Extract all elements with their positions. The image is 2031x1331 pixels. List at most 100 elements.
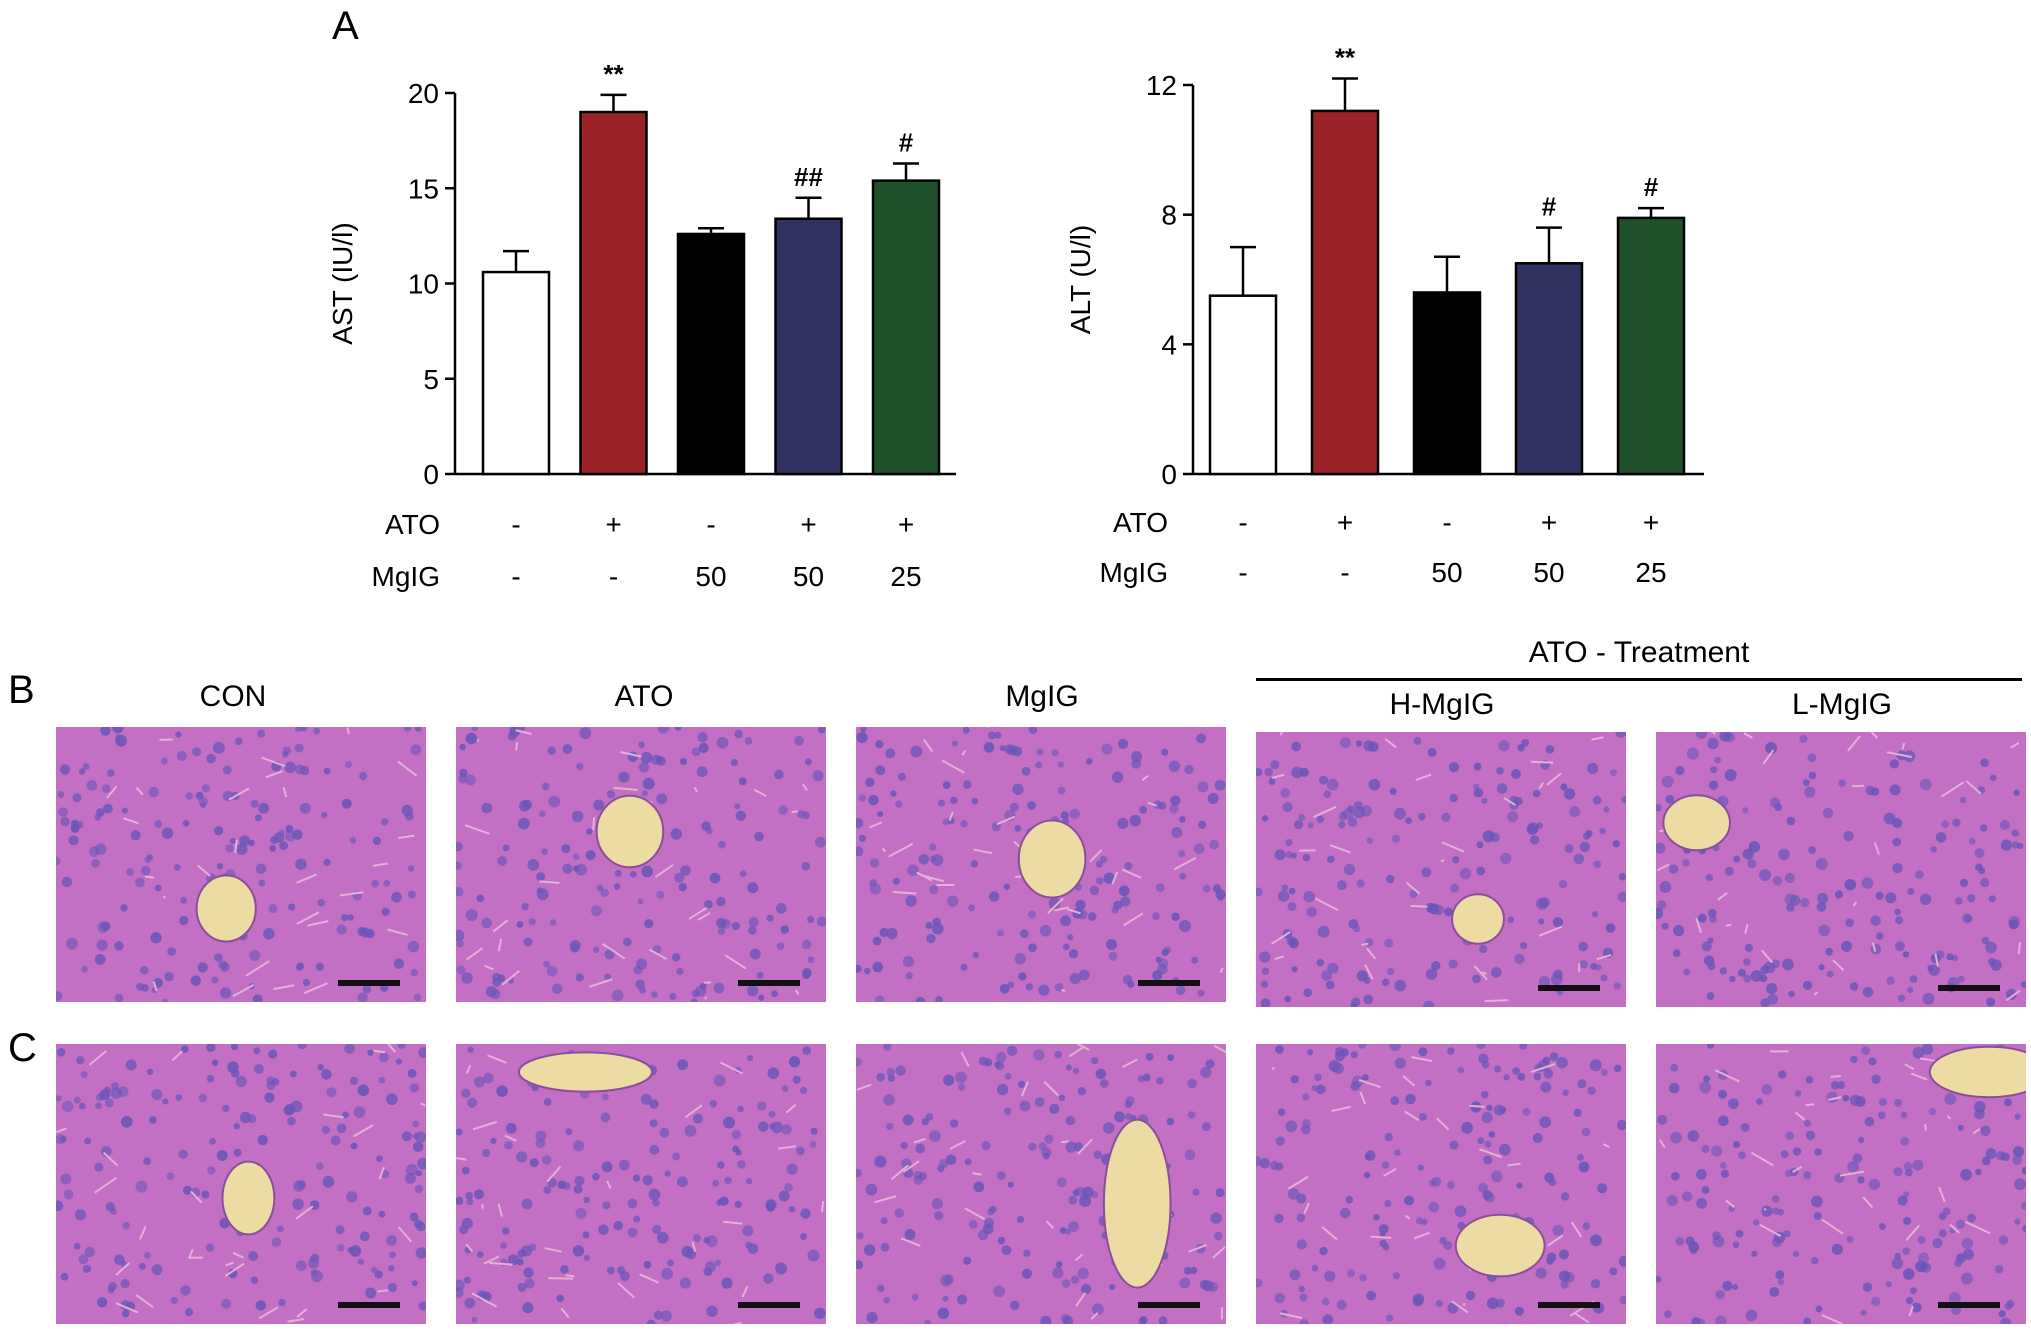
- sinusoid: [1839, 1170, 1865, 1177]
- nucleus: [887, 1074, 896, 1082]
- sinusoid: [1792, 1165, 1803, 1173]
- nucleus: [1657, 1114, 1668, 1125]
- nucleus: [95, 1102, 102, 1110]
- nucleus: [1003, 883, 1010, 890]
- nucleus: [1592, 795, 1602, 805]
- nucleus: [734, 1200, 742, 1208]
- nucleus: [182, 1185, 193, 1195]
- nucleus: [747, 1243, 759, 1255]
- sinusoid: [1271, 931, 1291, 945]
- nucleus: [294, 764, 305, 775]
- nucleus: [295, 858, 307, 870]
- nucleus: [1179, 816, 1186, 823]
- nucleus: [206, 1044, 216, 1052]
- nucleus: [207, 1166, 216, 1175]
- bar: [481, 270, 551, 476]
- sinusoid: [1075, 1044, 1090, 1051]
- nucleus: [271, 1237, 282, 1248]
- nucleus: [57, 791, 65, 798]
- nucleus: [456, 886, 464, 897]
- nucleus: [1843, 830, 1854, 842]
- sinusoid: [777, 1145, 796, 1150]
- sinusoid: [378, 1166, 385, 1180]
- nucleus: [1450, 883, 1460, 893]
- nucleus: [1347, 805, 1355, 813]
- nucleus: [1187, 1078, 1197, 1089]
- nucleus: [557, 1180, 566, 1190]
- nucleus: [268, 1049, 278, 1059]
- nucleus: [258, 879, 266, 887]
- nucleus: [162, 1098, 169, 1105]
- nucleus: [1714, 756, 1721, 764]
- nucleus: [345, 761, 352, 769]
- nucleus: [1857, 1176, 1865, 1184]
- nucleus: [732, 1145, 740, 1153]
- nucleus: [1075, 1186, 1085, 1197]
- y-tick-label: 10: [408, 269, 439, 300]
- nucleus: [929, 855, 936, 863]
- nucleus: [1539, 897, 1550, 908]
- nucleus: [1507, 811, 1519, 823]
- nucleus: [1719, 967, 1728, 975]
- nucleus: [601, 1093, 609, 1101]
- nucleus: [120, 1116, 133, 1128]
- sinusoid: [1331, 1105, 1351, 1112]
- treatment-group-label: ATO - Treatment: [1528, 636, 1750, 669]
- nucleus: [464, 1297, 476, 1309]
- nucleus: [509, 727, 521, 737]
- nucleus: [1095, 1068, 1107, 1080]
- nucleus: [383, 880, 391, 887]
- nucleus: [1579, 841, 1590, 853]
- nucleus: [696, 766, 708, 778]
- nucleus: [1077, 1267, 1090, 1280]
- nucleus: [135, 877, 145, 888]
- nucleus: [143, 1157, 151, 1166]
- sinusoid: [1484, 999, 1509, 1003]
- nucleus: [1903, 1216, 1912, 1225]
- sinusoid: [106, 785, 118, 799]
- sinusoid: [1321, 1226, 1338, 1241]
- sinusoid: [1972, 1127, 1981, 1135]
- nucleus: [712, 1179, 720, 1187]
- nucleus: [1264, 767, 1273, 777]
- sinusoid: [339, 891, 364, 897]
- nucleus: [412, 1132, 419, 1140]
- nucleus: [1659, 881, 1672, 894]
- sinusoid: [497, 1203, 503, 1217]
- nucleus: [778, 1190, 790, 1202]
- nucleus: [856, 964, 862, 973]
- nucleus: [1287, 902, 1297, 911]
- nucleus: [182, 820, 190, 827]
- sinusoid: [560, 1307, 570, 1319]
- nucleus: [1187, 1111, 1196, 1119]
- nucleus: [937, 1307, 950, 1320]
- nucleus: [1751, 1250, 1758, 1257]
- nucleus: [1027, 801, 1036, 810]
- nucleus: [1586, 762, 1599, 775]
- nucleus: [1491, 967, 1502, 978]
- nucleus: [492, 973, 501, 982]
- scale-bar: [1138, 1302, 1200, 1308]
- nucleus: [497, 856, 507, 866]
- nucleus: [80, 1071, 88, 1079]
- sinusoid: [1441, 841, 1465, 853]
- nucleus: [1018, 972, 1027, 981]
- nucleus: [1818, 964, 1825, 971]
- nucleus: [1783, 1230, 1791, 1238]
- nucleus: [181, 1045, 189, 1053]
- nucleus: [60, 1173, 72, 1185]
- nucleus: [1921, 1044, 1934, 1055]
- nucleus: [801, 861, 811, 871]
- histology-texture: [456, 1046, 826, 1324]
- nucleus: [135, 1180, 148, 1193]
- nucleus: [1256, 1278, 1263, 1288]
- nucleus: [192, 747, 202, 757]
- sinusoid: [802, 783, 808, 791]
- nucleus: [1431, 1176, 1442, 1187]
- nucleus: [860, 727, 867, 733]
- nucleus: [1307, 1049, 1314, 1056]
- nucleus: [1039, 925, 1052, 937]
- nucleus: [999, 983, 1010, 994]
- nucleus: [56, 856, 61, 866]
- nucleus: [964, 1158, 972, 1166]
